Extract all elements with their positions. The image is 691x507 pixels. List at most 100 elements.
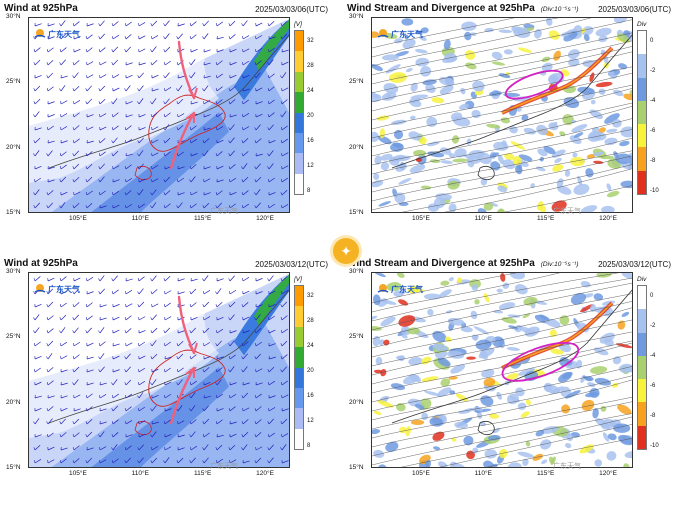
colorbar-segment [638,54,646,78]
colorbar-segment [638,124,646,148]
lat-tick-label: 20°N [349,398,364,406]
colorbar-tick-label: 28 [307,63,314,69]
colorbar-tick-label: -4 [650,98,656,104]
colorbar-tick-label: 32 [307,38,314,44]
watermark: 广东天气 [553,463,581,470]
lat-tick-label: 25°N [6,78,21,86]
lon-tick-label: 115°E [194,470,212,477]
panel-title: Wind Stream and Divergence at 925hPa (Div… [347,258,579,269]
lon-tick-label: 110°E [474,215,492,222]
watermark: 广东天气 [210,463,238,470]
lat-tick-label: 15°N [349,464,364,471]
colorbar [637,285,647,450]
colorbar-tick-label: 0 [650,38,654,44]
map-panel-div-0312: Wind Stream and Divergence at 925hPa (Div… [343,257,673,497]
lon-tick-label: 120°E [599,470,617,477]
colorbar-segment [295,408,303,429]
lon-tick-label: 110°E [474,470,492,477]
logo: 广东天气 [377,28,423,40]
panel-date: 2025/03/03/06(UTC) [598,5,671,14]
colorbar-segment [638,100,646,125]
colorbar-segment [295,367,303,388]
colorbar-tick-label: 16 [307,138,314,144]
lat-tick-label: 25°N [349,333,364,341]
colorbar-tick-label: -6 [650,128,656,134]
logo-text: 广东天气 [391,284,423,294]
colorbar-tick-label: -8 [650,158,656,164]
map-panel-div-0306: Wind Stream and Divergence at 925hPa (Div… [343,2,673,242]
highlight-ellipse [504,69,564,100]
panel-title: Wind at 925hPa [4,3,78,14]
map-panel-wind-0306: Wind at 925hPa 2025/03/03/06(UTC) 广东天气 广东天气… [0,2,330,242]
colorbar-segment [638,379,646,403]
lat-tick-label: 15°N [6,209,21,216]
colorbar-segment [638,309,646,333]
colorbar-tick-label: -2 [650,323,656,329]
lon-tick-label: 105°E [69,215,87,222]
wind-barbs [33,20,289,209]
colorbar-segment [638,286,646,310]
colorbar-segment [295,92,303,113]
colorbar [637,30,647,195]
logo-icon [377,284,389,293]
logo-text: 广东天气 [48,284,80,294]
map-panel-wind-0312: Wind at 925hPa 2025/03/03/12(UTC) 广东天气 广东天气… [0,257,330,497]
colorbar-segment [638,170,646,194]
lon-tick-label: 115°E [537,215,555,222]
lat-tick-label: 25°N [6,333,21,341]
colorbar-segment [295,306,303,327]
wind-barbs [33,275,289,464]
colorbar-tick-label: 24 [307,343,314,349]
map-plot-area[interactable] [28,17,290,213]
sparkle-icon[interactable]: ✦ [333,238,359,264]
colorbar-tick-label: 8 [307,443,311,449]
colorbar-tick-label: -8 [650,413,656,419]
colorbar-tick-label: -4 [650,353,656,359]
map-plot-area[interactable] [371,272,633,468]
wind-speed-shading [29,273,289,467]
lat-tick-label: 15°N [349,209,364,216]
highlight-ellipse [501,341,580,382]
colorbar [294,285,304,450]
lat-tick-label: 20°N [6,398,21,406]
wind-speed-shading [29,18,289,212]
colorbar-tick-label: 16 [307,393,314,399]
colorbar-segment [638,355,646,380]
lat-tick-label: 25°N [349,78,364,86]
lon-tick-label: 120°E [256,215,274,222]
colorbar-segment [638,425,646,449]
colorbar [294,30,304,195]
lat-tick-label: 30°N [349,268,364,275]
colorbar-tick-label: 24 [307,88,314,94]
colorbar-tick-label: 12 [307,418,314,424]
colorbar-tick-label: -10 [650,188,659,194]
streamlines [372,18,632,212]
colorbar-segment [638,31,646,55]
colorbar-segment [295,347,303,368]
lon-tick-label: 105°E [412,215,430,222]
colorbar-title: Div [637,276,647,283]
colorbar-tick-label: -6 [650,383,656,389]
colorbar-segment [295,326,303,348]
colorbar-title: [V] [294,276,302,283]
map-plot-area[interactable] [28,272,290,468]
colorbar-segment [295,51,303,72]
streamlines [372,273,632,467]
logo: 广东天气 [377,283,423,295]
colorbar-segment [295,132,303,154]
panel-date: 2025/03/03/12(UTC) [255,260,328,269]
colorbar-tick-label: 20 [307,113,314,119]
panel-unit-label: (Div:10⁻⁵s⁻¹) [540,6,579,13]
panel-date: 2025/03/03/06(UTC) [255,5,328,14]
colorbar-tick-label: -2 [650,68,656,74]
colorbar-segment [295,286,303,307]
logo-icon [34,284,46,293]
panel-unit-label: (Div:10⁻⁵s⁻¹) [540,261,579,268]
lat-tick-label: 15°N [6,464,21,471]
lon-tick-label: 105°E [69,470,87,477]
colorbar-segment [638,402,646,426]
divergence-patches [372,18,632,212]
lon-tick-label: 120°E [256,470,274,477]
map-plot-area[interactable] [371,17,633,213]
logo-text: 广东天气 [48,29,80,39]
